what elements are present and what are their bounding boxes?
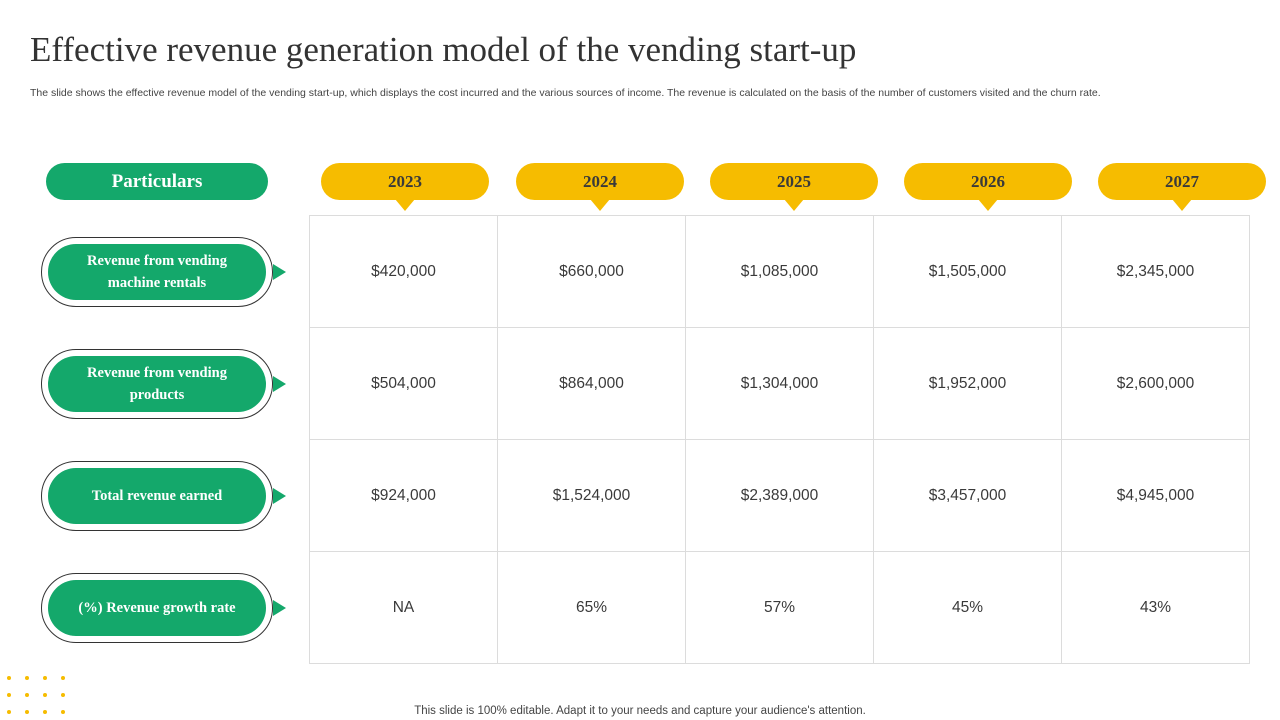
- year-header-2023: 2023: [321, 163, 489, 211]
- dot: [43, 710, 47, 714]
- row-label-vending-machine-rentals: Revenue from vending machine rentals: [41, 237, 286, 307]
- row-label-text: Revenue from vending products: [87, 365, 227, 403]
- row-label-total-revenue: Total revenue earned: [41, 461, 286, 531]
- table-cell: $924,000: [310, 440, 498, 552]
- table-cell: 65%: [498, 552, 686, 664]
- dot: [43, 676, 47, 680]
- dot: [43, 693, 47, 697]
- dot: [61, 676, 65, 680]
- table-cell: $2,389,000: [686, 440, 874, 552]
- table-cell: $2,600,000: [1062, 328, 1250, 440]
- dot: [7, 676, 11, 680]
- table-cell: $420,000: [310, 216, 498, 328]
- dot: [7, 710, 11, 714]
- table-cell: $660,000: [498, 216, 686, 328]
- dot: [61, 710, 65, 714]
- table-cell: $3,457,000: [874, 440, 1062, 552]
- revenue-table: $420,000 $660,000 $1,085,000 $1,505,000 …: [309, 215, 1250, 664]
- table-cell: 43%: [1062, 552, 1250, 664]
- row-label-text: Total revenue earned: [91, 488, 223, 504]
- table-cell: 45%: [874, 552, 1062, 664]
- dot: [25, 693, 29, 697]
- row-label-vending-products: Revenue from vending products: [41, 349, 286, 419]
- year-header-2026: 2026: [904, 163, 1072, 211]
- row-label-text: Revenue from vending machine rentals: [87, 253, 227, 291]
- dot: [7, 693, 11, 697]
- table-cell: NA: [310, 552, 498, 664]
- page-title: Effective revenue generation model of th…: [30, 30, 857, 69]
- decorative-dots: [7, 676, 67, 720]
- dot: [25, 676, 29, 680]
- dot: [61, 693, 65, 697]
- particulars-header: Particulars: [46, 163, 268, 200]
- year-header-2025: 2025: [710, 163, 878, 211]
- table-cell: $504,000: [310, 328, 498, 440]
- table-cell: 57%: [686, 552, 874, 664]
- footer-note: This slide is 100% editable. Adapt it to…: [414, 705, 866, 717]
- table-cell: $1,505,000: [874, 216, 1062, 328]
- row-label-text: (%) Revenue growth rate: [78, 600, 236, 616]
- table-cell: $864,000: [498, 328, 686, 440]
- row-label-growth-rate: (%) Revenue growth rate: [41, 573, 286, 643]
- table-cell: $1,524,000: [498, 440, 686, 552]
- table-cell: $1,304,000: [686, 328, 874, 440]
- table-cell: $1,952,000: [874, 328, 1062, 440]
- slide-description: The slide shows the effective revenue mo…: [30, 87, 1101, 99]
- table-cell: $2,345,000: [1062, 216, 1250, 328]
- table-cell: $4,945,000: [1062, 440, 1250, 552]
- year-header-2027: 2027: [1098, 163, 1266, 211]
- table-cell: $1,085,000: [686, 216, 874, 328]
- year-header-2024: 2024: [516, 163, 684, 211]
- dot: [25, 710, 29, 714]
